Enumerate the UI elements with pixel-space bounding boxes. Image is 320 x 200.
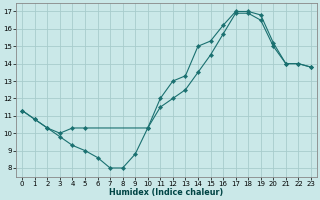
X-axis label: Humidex (Indice chaleur): Humidex (Indice chaleur) <box>109 188 224 197</box>
